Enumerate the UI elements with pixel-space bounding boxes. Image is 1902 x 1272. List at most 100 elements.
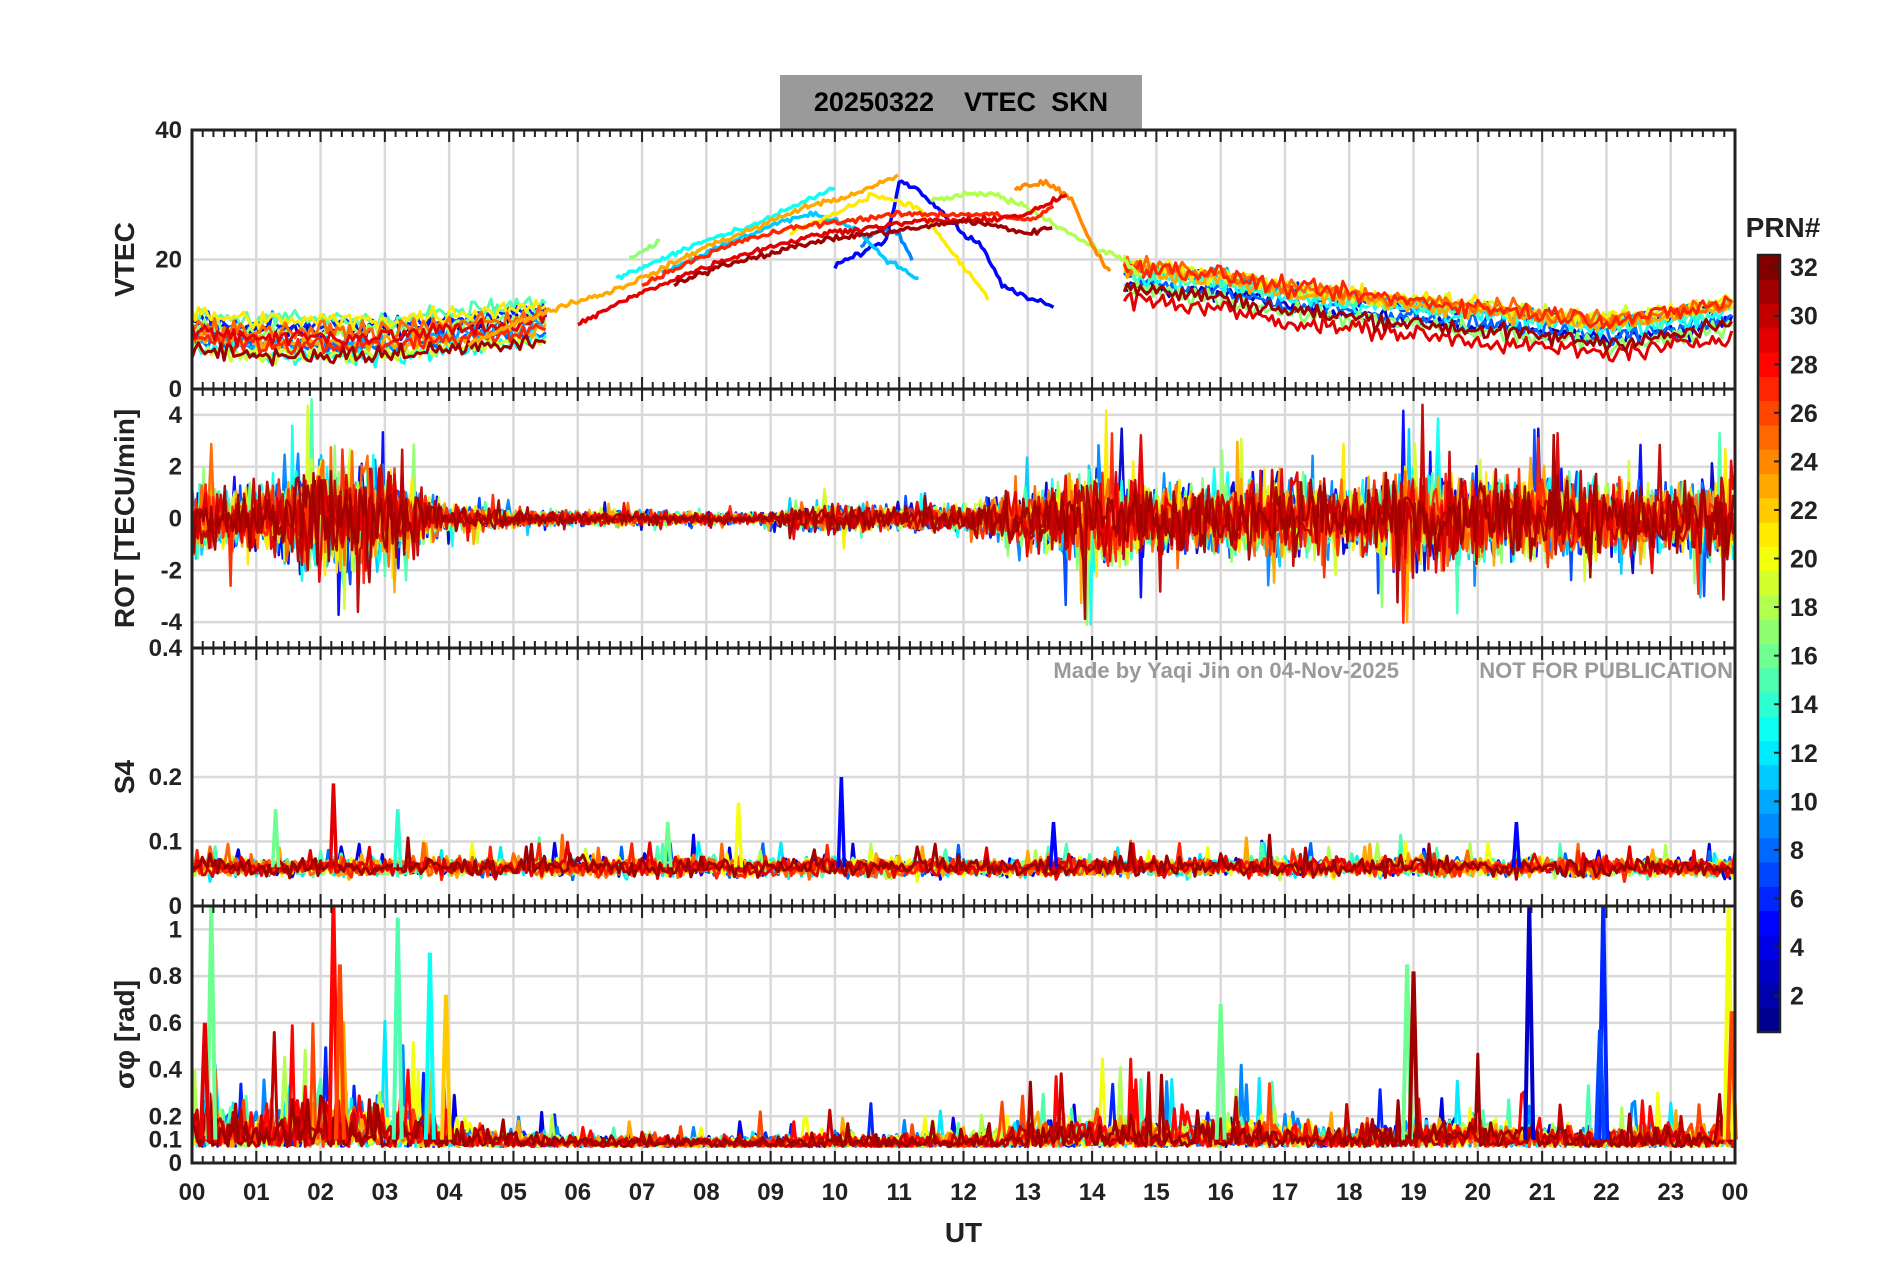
s4-ytick-label: 0.1: [149, 829, 182, 856]
colorbar-swatch: [1758, 279, 1780, 305]
colorbar-swatch: [1758, 352, 1780, 377]
x-tick-label: 08: [693, 1179, 720, 1206]
x-tick-label: 17: [1272, 1179, 1299, 1206]
colorbar-label: PRN#: [1746, 212, 1821, 243]
colorbar-tick-label: 18: [1790, 594, 1818, 622]
vtec-trace-prn31: [1122, 282, 1734, 353]
colorbar-swatch: [1758, 497, 1780, 523]
vtec-arc-prn27: [641, 204, 1055, 288]
sigma_phi-ytick-label: 0.8: [149, 963, 182, 990]
vtec-ytick-label: 20: [155, 247, 182, 274]
colorbar-tick-label: 32: [1790, 254, 1818, 282]
colorbar-swatch: [1758, 813, 1780, 839]
x-tick-label: 03: [372, 1179, 399, 1206]
x-tick-label: 20: [1464, 1179, 1491, 1206]
x-tick-label: 19: [1400, 1179, 1427, 1206]
vtec-arc-prn17: [629, 238, 661, 260]
colorbar-swatch: [1758, 303, 1780, 329]
colorbar-tick-label: 24: [1790, 448, 1818, 476]
colorbar-tick-label: 22: [1790, 497, 1818, 525]
s4-spike: [733, 802, 744, 868]
rot-ytick-label: -4: [161, 609, 183, 636]
figure-title: 20250322 VTEC SKN: [780, 75, 1142, 129]
sigma_phi-ytick-label: 0.1: [149, 1127, 182, 1154]
colorbar-swatch: [1758, 424, 1780, 450]
vtec-arc-prn31: [673, 218, 1053, 288]
title-date: 20250322: [813, 87, 935, 117]
colorbar-swatch: [1758, 934, 1780, 960]
colorbar-tick-label: 16: [1790, 643, 1818, 671]
vtec-trace-prn29: [1122, 291, 1734, 363]
s4-ylabel: S4: [109, 759, 140, 794]
colorbar-swatch: [1758, 400, 1780, 426]
colorbar-swatch: [1758, 570, 1780, 596]
vtec-arc-prn13: [615, 186, 836, 281]
sigma-spike: [423, 952, 436, 1140]
vtec-arc-prn29: [577, 193, 1068, 327]
colorbar-tick-label: 10: [1790, 788, 1818, 816]
colorbar-tick-label: 20: [1790, 546, 1818, 574]
colorbar-swatch: [1758, 716, 1780, 742]
s4-spike: [392, 809, 403, 868]
x-tick-label: 01: [243, 1179, 270, 1206]
rot-ylabel: ROT [TECU/min]: [109, 409, 140, 628]
x-tick-label: 04: [436, 1179, 463, 1206]
vtec-trace-prn27: [1122, 259, 1733, 330]
sigma-spike: [439, 994, 452, 1140]
rot-ytick-label: 2: [169, 454, 182, 481]
colorbar-swatch: [1758, 522, 1780, 547]
x-tick-label: 02: [307, 1179, 334, 1206]
colorbar-swatch: [1758, 740, 1780, 766]
colorbar-tick-label: 6: [1790, 885, 1804, 913]
s4-spike: [270, 809, 281, 868]
colorbar-swatch: [1758, 837, 1780, 863]
vtec-trace-prn25: [190, 304, 548, 344]
s4-ytick-label: 0: [169, 893, 182, 920]
sigma-spike: [391, 917, 404, 1140]
sigma_phi-ytick-label: 0.6: [149, 1010, 182, 1037]
colorbar-swatch: [1758, 473, 1780, 499]
colorbar-swatch: [1758, 594, 1780, 620]
colorbar-swatch: [1758, 692, 1780, 717]
colorbar-tick-label: 14: [1790, 691, 1818, 719]
colorbar-swatch: [1758, 1007, 1780, 1033]
colorbar-swatch: [1758, 789, 1780, 814]
colorbar-tick-label: 2: [1790, 983, 1804, 1011]
colorbar-swatch: [1758, 667, 1780, 693]
colorbar-swatch: [1758, 959, 1780, 984]
sigma-spike: [333, 964, 346, 1140]
colorbar-tick-label: 28: [1790, 351, 1818, 379]
x-tick-label: 05: [500, 1179, 527, 1206]
x-tick-label: 07: [629, 1179, 656, 1206]
title-station: SKN: [1051, 87, 1109, 117]
x-tick-label: 10: [822, 1179, 849, 1206]
vtec-ylabel: VTEC: [109, 222, 140, 297]
sigma_phi-ylabel: σφ [rad]: [109, 980, 140, 1089]
s4-trace-prn31: [192, 833, 1737, 881]
vtec-trace-prn21: [190, 298, 547, 333]
colorbar-swatch: [1758, 983, 1780, 1009]
x-tick-label: 22: [1593, 1179, 1620, 1206]
sigma-spike: [1593, 1029, 1606, 1140]
x-tick-label: 16: [1207, 1179, 1234, 1206]
vtec-arc-prn21: [789, 191, 990, 301]
s4-spike: [1511, 822, 1522, 868]
colorbar-tick-label: 4: [1790, 934, 1804, 962]
sigma_phi-ytick-label: 0.4: [149, 1057, 183, 1084]
rot-ytick-label: 4: [169, 402, 183, 429]
vtec-trace-prn29: [190, 312, 548, 349]
colorbar-swatch: [1758, 886, 1780, 912]
colorbar-tick-label: 26: [1790, 400, 1818, 428]
x-tick-label: 13: [1014, 1179, 1041, 1206]
vtec-ytick-label: 40: [155, 117, 182, 144]
colorbar-swatch: [1758, 327, 1780, 353]
x-tick-label: 00: [179, 1179, 206, 1206]
colorbar-tick-label: 12: [1790, 740, 1818, 768]
colorbar-swatch: [1758, 910, 1780, 936]
vtec-arc-prn23: [467, 173, 899, 347]
sigma_phi-ytick-label: 1: [169, 916, 182, 943]
sigma-spike: [1523, 905, 1536, 1140]
s4-ytick-label: 0.4: [149, 635, 183, 662]
s4-spike: [328, 783, 339, 868]
colorbar-swatch: [1758, 764, 1780, 790]
